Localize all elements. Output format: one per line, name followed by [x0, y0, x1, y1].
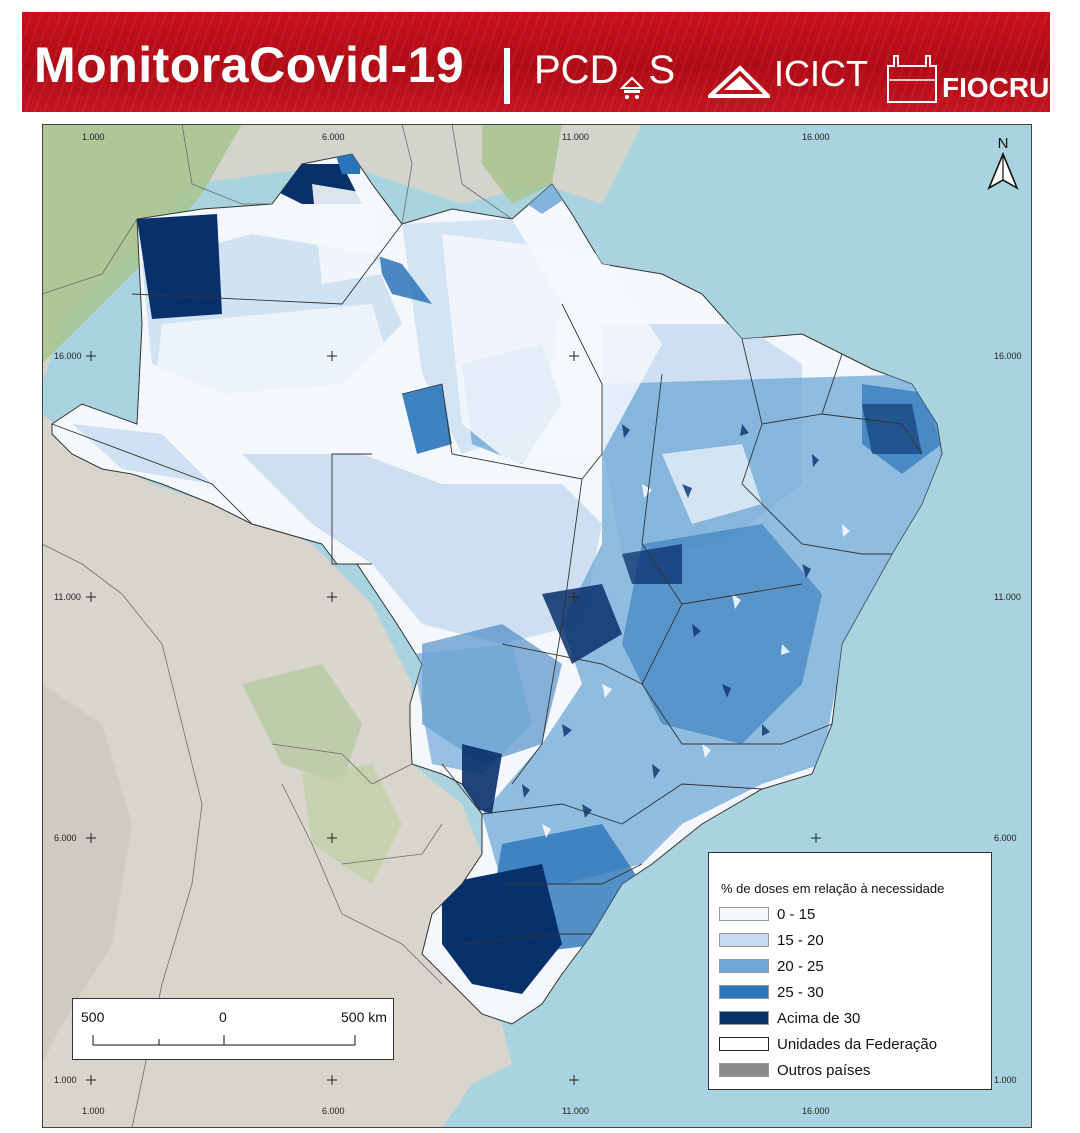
legend-swatch [719, 933, 769, 947]
northern-countries [42, 124, 642, 384]
fiocruz-logo-text: FIOCRUZ [942, 72, 1050, 103]
coord-left-3: 6.000 [54, 833, 77, 843]
paraguay-vegetation [302, 764, 402, 884]
pcdas-logo-icon [620, 76, 644, 99]
coord-right-4: 1.000 [994, 1075, 1017, 1085]
graticule-crosses [86, 351, 821, 1085]
coord-right-3: 6.000 [994, 833, 1017, 843]
coord-top-1: 1.000 [82, 132, 105, 142]
scale-bar-ruler [92, 1035, 356, 1046]
north-arrow: N [985, 135, 1021, 197]
pcdas-text-start: PCD [534, 48, 619, 92]
legend-label: Acima de 30 [777, 1010, 861, 1027]
fiocruz-castle-icon [887, 55, 937, 103]
coord-top-4: 16.000 [802, 132, 830, 142]
coord-bottom-4: 16.000 [802, 1106, 830, 1116]
southern-countries [42, 414, 512, 1128]
legend-label: 15 - 20 [777, 932, 824, 949]
coord-top-3: 11.000 [562, 132, 589, 142]
state-borders [51, 223, 923, 945]
legend-label: 25 - 30 [777, 984, 824, 1001]
map-canvas [42, 124, 1032, 1128]
legend-swatch [719, 985, 769, 999]
legend-swatch [719, 1063, 769, 1077]
north-label: N [997, 135, 1009, 152]
map-frame [42, 124, 1032, 1128]
north-arrow-icon [987, 151, 1019, 190]
scale-mid-label: 0 [219, 1009, 227, 1025]
legend-title: % de doses em relação à necessidade [721, 881, 945, 896]
andes [42, 684, 132, 1064]
icict-logo-icon [708, 65, 770, 98]
app-title: MonitoraCovid-19 [34, 37, 465, 93]
legend-label: 0 - 15 [777, 906, 816, 923]
header-banner: MonitoraCovid-19 PCD S ICICT FIOCRUZ [22, 12, 1050, 112]
map-legend: % de doses em relação à necessidade 0 - … [708, 852, 992, 1090]
legend-swatch [719, 959, 769, 973]
legend-label: Outros países [777, 1062, 871, 1079]
legend-label: Unidades da Federação [777, 1036, 938, 1053]
coord-left-1: 16.000 [54, 351, 82, 361]
country-borders [42, 124, 513, 1128]
guiana-forest [482, 124, 562, 204]
coord-bottom-2: 6.000 [322, 1106, 345, 1116]
scale-right-label: 500 km [341, 1009, 387, 1025]
legend-label: 20 - 25 [777, 958, 824, 975]
scale-left-label: 500 [81, 1009, 105, 1025]
scale-bar: 500 0 500 km [72, 998, 394, 1060]
coord-top-2: 6.000 [322, 132, 345, 142]
coord-bottom-3: 11.000 [562, 1106, 589, 1116]
legend-swatch [719, 1037, 769, 1051]
coord-left-2: 11.000 [54, 592, 81, 602]
coord-right-1: 16.000 [994, 351, 1022, 361]
legend-swatch [719, 907, 769, 921]
coord-left-4: 1.000 [54, 1075, 77, 1085]
legend-swatch [719, 1011, 769, 1025]
pcdas-logo-text: PCD S [534, 50, 675, 90]
bolivia-vegetation [242, 664, 362, 784]
pcdas-text-end: S [648, 48, 676, 92]
vaccination-map: 1.000 6.000 11.000 16.000 1.000 6.000 11… [42, 124, 1032, 1128]
title-divider [504, 48, 510, 104]
coord-bottom-1: 1.000 [82, 1106, 105, 1116]
coord-right-2: 11.000 [994, 592, 1021, 602]
icict-logo-text: ICICT [774, 53, 868, 94]
